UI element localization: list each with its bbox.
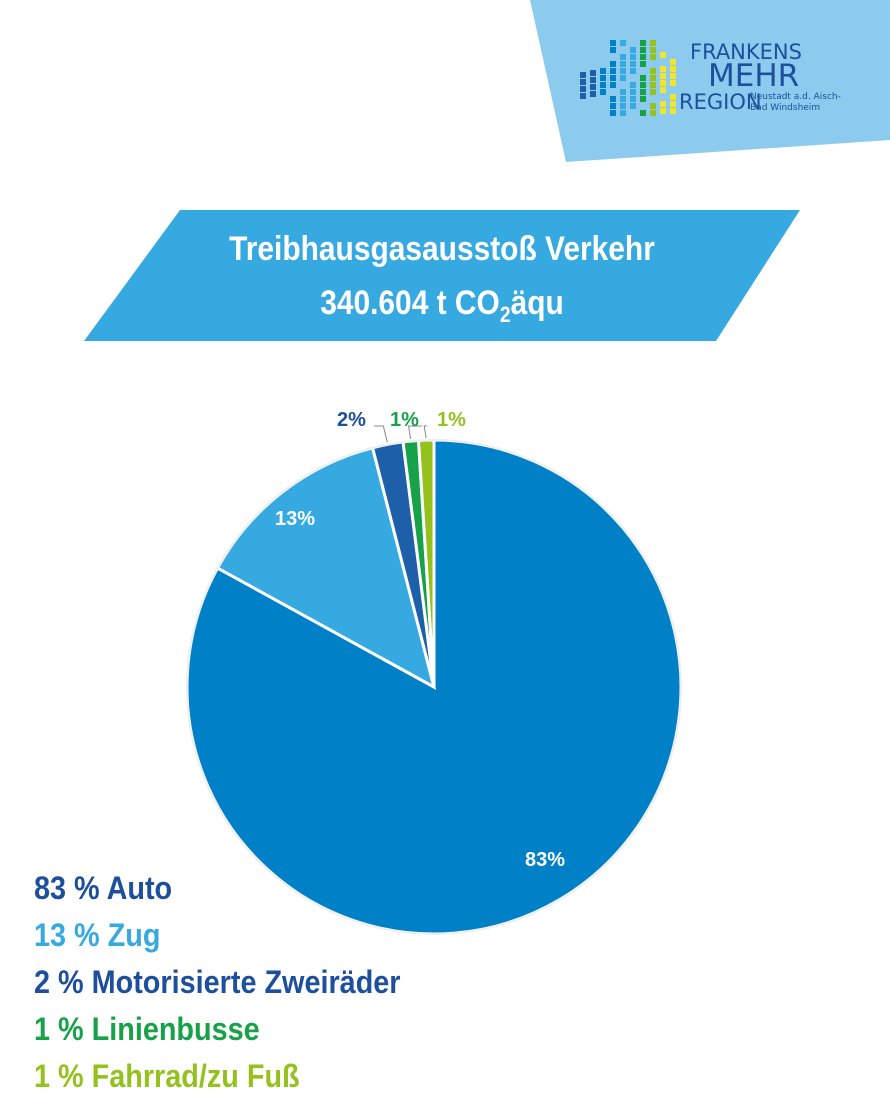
logo-square — [610, 61, 616, 67]
logo-square — [600, 75, 606, 81]
logo-square — [660, 80, 666, 86]
chart-subtitle: 340.604 t CO2äqu — [127, 284, 757, 328]
logo-square — [640, 47, 646, 53]
chart-title: Treibhausgasausstoß Verkehr — [229, 230, 655, 268]
logo-square — [670, 94, 676, 100]
pie-data-label: 13% — [275, 508, 315, 530]
logo-square — [650, 82, 656, 88]
logo-square — [650, 40, 656, 46]
legend-item: 83 % Auto — [34, 870, 173, 906]
logo-square — [620, 75, 626, 81]
leader-line — [423, 425, 427, 439]
logo-square — [620, 103, 626, 109]
logo-square — [610, 75, 616, 81]
logo-square — [620, 61, 626, 67]
logo-square — [590, 77, 596, 83]
logo-square — [580, 72, 586, 78]
logo-square — [610, 68, 616, 74]
logo-square — [670, 66, 676, 72]
subtitle-subscript: 2 — [499, 301, 511, 327]
legend-item: 13 % Zug — [34, 917, 161, 953]
logo-square — [620, 110, 626, 116]
logo-square — [670, 80, 676, 86]
logo-line2: MEHR — [708, 58, 800, 94]
logo-square — [630, 82, 636, 88]
logo-square — [640, 96, 646, 102]
logo-square — [660, 52, 666, 58]
logo-line1: FRANKENS — [690, 40, 802, 64]
logo-square — [640, 54, 646, 60]
logo-square — [620, 68, 626, 74]
logo-square — [650, 68, 656, 74]
logo-square — [620, 96, 626, 102]
logo-square — [650, 110, 656, 116]
logo-square — [610, 103, 616, 109]
logo-mosaic-icon — [580, 40, 676, 116]
logo-square — [660, 87, 666, 93]
pie-data-label: 83% — [525, 849, 565, 871]
logo-square — [650, 47, 656, 53]
logo-square — [580, 93, 586, 99]
logo-square — [660, 108, 666, 114]
title-banner — [84, 210, 800, 341]
logo-square — [660, 66, 666, 72]
logo-square — [650, 54, 656, 60]
title-banner-shape — [84, 210, 800, 341]
pie-outline — [186, 439, 682, 935]
logo-sub2: Bad Windsheim — [750, 103, 821, 113]
logo-square — [670, 101, 676, 107]
logo-square — [590, 84, 596, 90]
logo-square — [650, 89, 656, 95]
logo-square — [640, 110, 646, 116]
logo-square — [630, 68, 636, 74]
logo-square — [620, 40, 626, 46]
logo-square — [630, 47, 636, 53]
logo-square — [610, 47, 616, 53]
logo-square — [650, 75, 656, 81]
logo-square — [650, 103, 656, 109]
logo-square — [610, 96, 616, 102]
logo-line3: REGION — [679, 90, 762, 114]
pie-data-label: 2% — [337, 409, 366, 431]
logo-square — [620, 54, 626, 60]
logo-square — [670, 73, 676, 79]
subtitle-value: 340.604 t CO — [320, 284, 500, 322]
logo-square — [630, 89, 636, 95]
logo-square — [610, 110, 616, 116]
logo-square — [670, 59, 676, 65]
logo-square — [600, 89, 606, 95]
logo-square — [600, 68, 606, 74]
logo-square — [610, 40, 616, 46]
logo-background — [530, 0, 890, 162]
leader-line — [407, 425, 422, 440]
logo-square — [630, 61, 636, 67]
logo-square — [580, 79, 586, 85]
logo-square — [600, 82, 606, 88]
logo-square — [630, 96, 636, 102]
logo-square — [640, 82, 646, 88]
logo-square — [610, 82, 616, 88]
pie-data-label: 1% — [437, 409, 466, 431]
logo-square — [670, 108, 676, 114]
legend-item: 1 % Fahrrad/zu Fuß — [34, 1058, 300, 1094]
logo-square — [630, 103, 636, 109]
logo-square — [620, 89, 626, 95]
logo-square — [640, 40, 646, 46]
logo-square — [630, 54, 636, 60]
logo-sub1: Neustadt a.d. Aisch- — [750, 92, 841, 102]
logo-square — [590, 91, 596, 97]
logo-square — [580, 86, 586, 92]
logo-square — [590, 70, 596, 76]
pie-data-label: 1% — [390, 409, 419, 431]
subtitle-unit: äqu — [510, 284, 564, 322]
logo-square — [660, 101, 666, 107]
legend-item: 1 % Linienbusse — [34, 1011, 260, 1047]
leader-line — [374, 425, 388, 443]
logo-square — [640, 61, 646, 67]
logo-square — [640, 75, 646, 81]
logo-square — [640, 89, 646, 95]
logo-square — [660, 73, 666, 79]
legend-item: 2 % Motorisierte Zweiräder — [34, 964, 401, 1000]
